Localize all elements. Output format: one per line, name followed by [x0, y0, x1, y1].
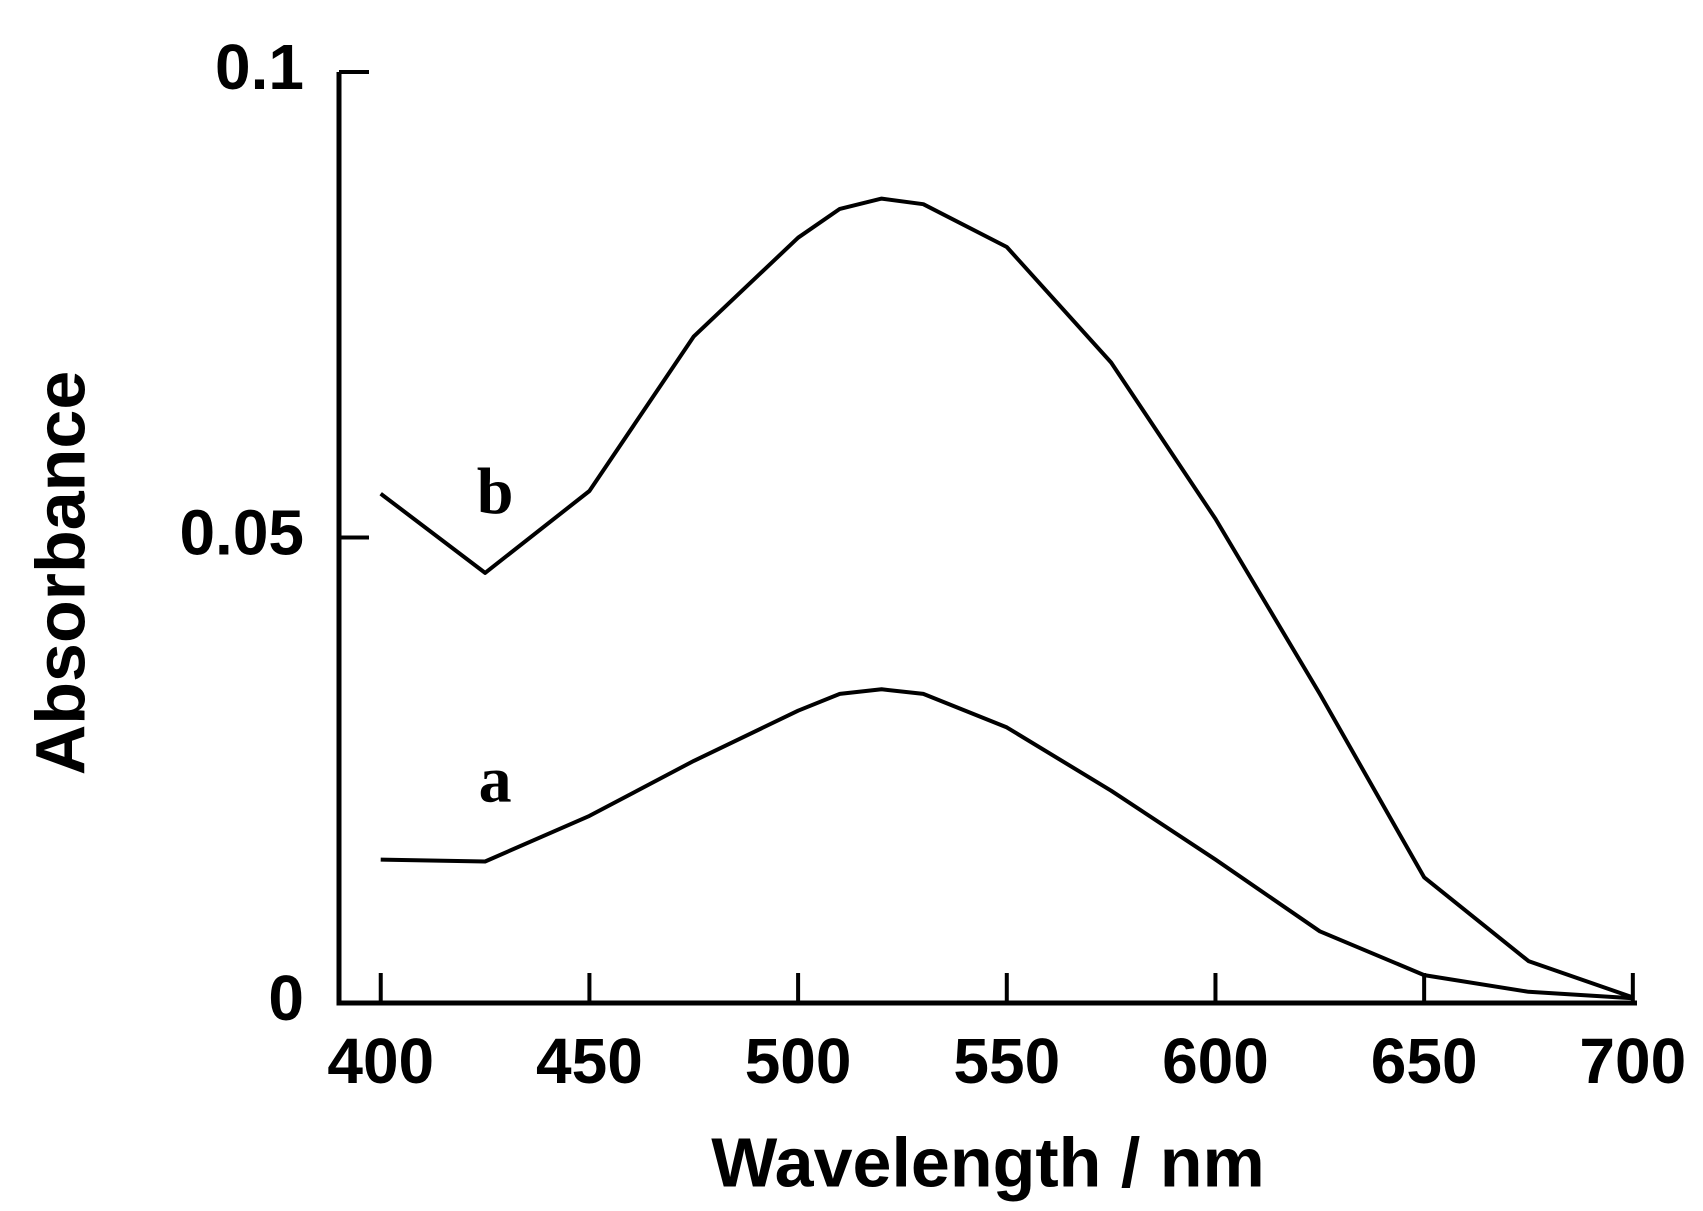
y-tick-label: 0: [268, 962, 304, 1034]
x-tick-label: 600: [1162, 1025, 1269, 1097]
data-line: [380, 687, 1633, 1001]
x-tick-label: 700: [1579, 1025, 1686, 1097]
y-tick-label: 0.05: [179, 496, 304, 568]
x-tick-label: 550: [953, 1025, 1060, 1097]
curve-label: a: [479, 744, 512, 817]
y-tick-label: 0.1: [215, 31, 304, 103]
curve-label: b: [477, 455, 514, 528]
x-tick-label: 500: [745, 1025, 852, 1097]
x-axis-title: Wavelength / nm: [711, 1123, 1265, 1201]
x-tick-label: 450: [536, 1025, 643, 1097]
x-tick-label: 400: [327, 1025, 434, 1097]
x-tick-label: 650: [1371, 1025, 1478, 1097]
y-axis-title: Absorbance: [21, 371, 99, 776]
data-line: [379, 196, 1634, 1000]
axis-line: [336, 72, 1637, 1006]
